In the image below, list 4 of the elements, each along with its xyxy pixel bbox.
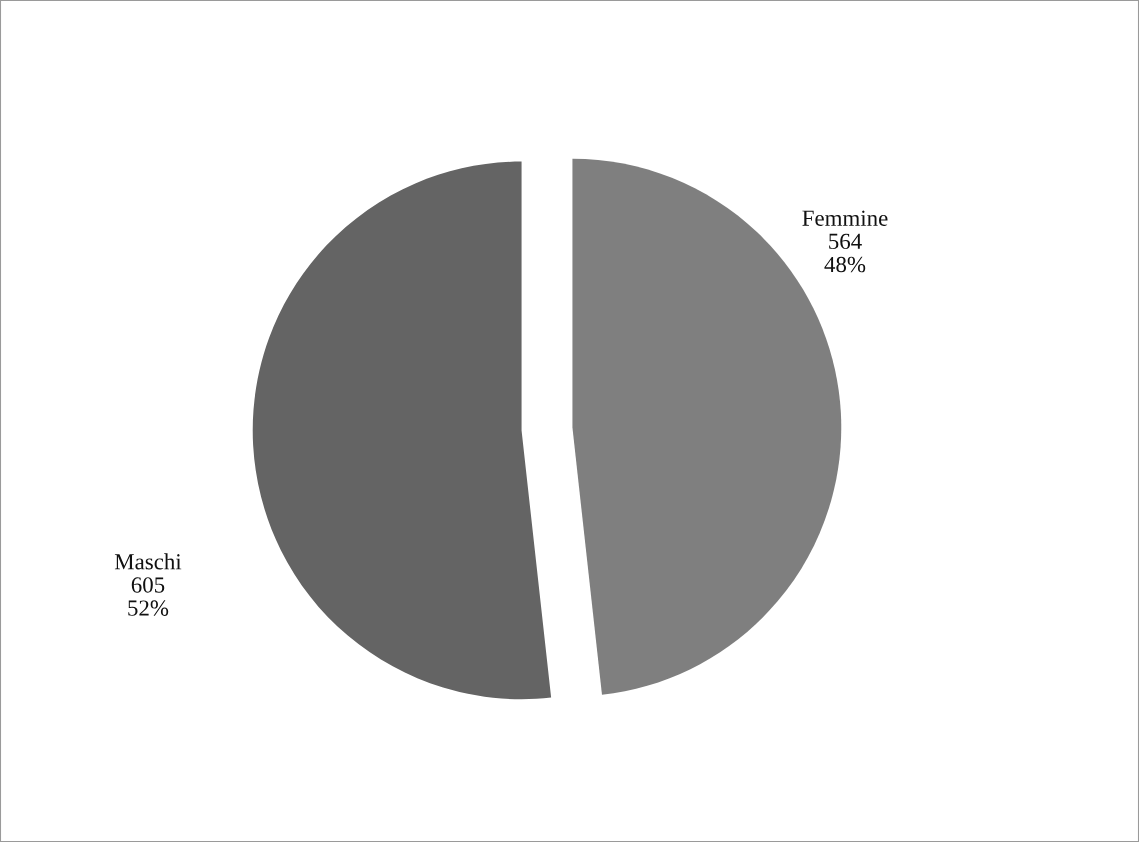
- slice-label: Femmine: [802, 210, 888, 226]
- data-label: 564 48%: [824, 233, 866, 273]
- data-label: 605 52%: [128, 577, 169, 616]
- slice-label: Maschi: [114, 553, 182, 570]
